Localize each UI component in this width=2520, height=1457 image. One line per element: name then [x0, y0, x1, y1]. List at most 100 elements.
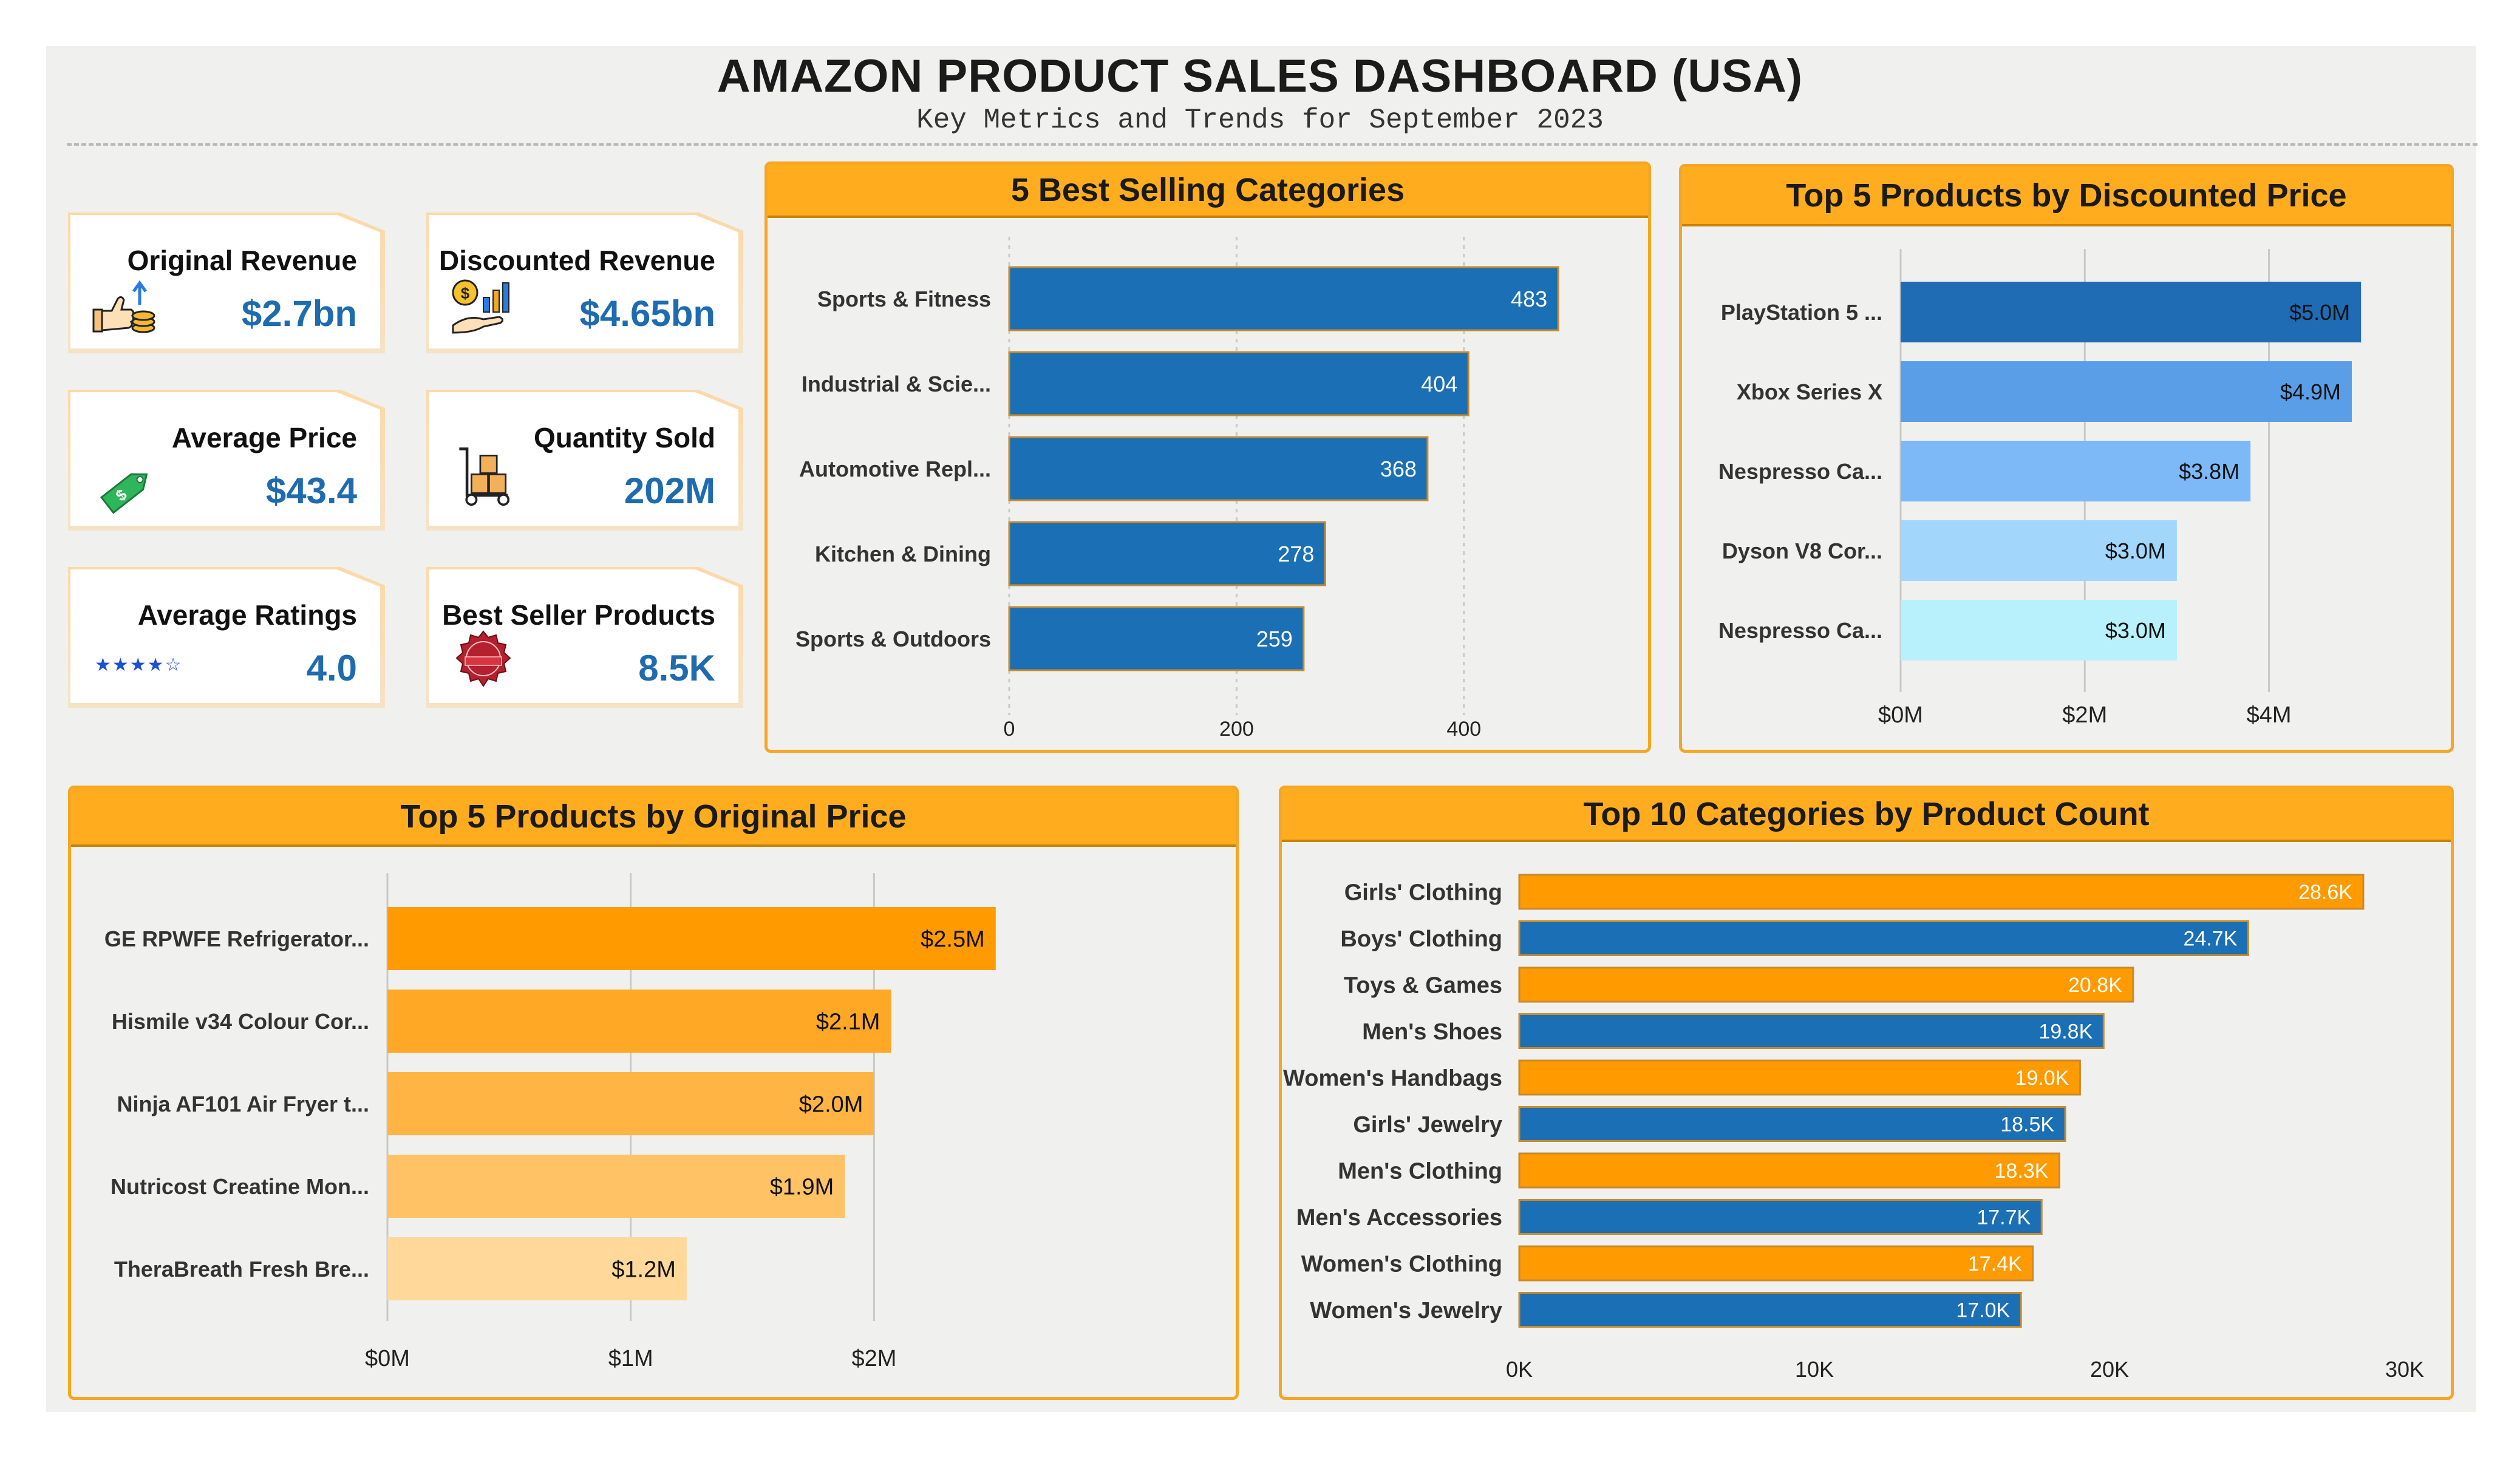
bar — [1008, 351, 1469, 416]
bar — [1008, 436, 1429, 501]
category-label: PlayStation 5 ... — [1721, 300, 1882, 325]
stars-icon: ★★★★☆ — [95, 655, 183, 675]
bar — [1901, 282, 2362, 342]
price-tag-icon: $ — [100, 473, 148, 514]
data-label: 17.4K — [1968, 1252, 2022, 1275]
kpi-value: 202M — [624, 470, 715, 511]
bar — [387, 1155, 845, 1218]
page-title: AMAZON PRODUCT SALES DASHBOARD (USA) — [717, 50, 1803, 102]
bar — [1901, 441, 2251, 501]
category-label: Dyson V8 Cor... — [1722, 538, 1882, 563]
kpi-card-original-revenue: Original Revenue $2.7bn — [70, 215, 380, 348]
kpi-value: $2.7bn — [241, 293, 357, 334]
data-label: $3.0M — [2105, 618, 2166, 643]
bar — [1518, 1106, 2066, 1142]
category-label: TheraBreath Fresh Bre... — [114, 1257, 369, 1282]
category-label: Industrial & Scie... — [802, 372, 991, 396]
category-label: Women's Handbags — [1283, 1066, 1502, 1092]
data-label: 24.7K — [2184, 928, 2238, 951]
category-label: Xbox Series X — [1737, 379, 1882, 404]
category-label: Boys' Clothing — [1340, 926, 1502, 952]
kpi-label: Original Revenue — [127, 245, 357, 276]
category-label: Girls' Jewelry — [1353, 1112, 1502, 1138]
data-label: 19.8K — [2038, 1021, 2093, 1044]
category-label: Men's Shoes — [1362, 1019, 1502, 1045]
data-label: 17.0K — [1956, 1299, 2010, 1322]
category-label: Hismile v34 Colour Cor... — [112, 1009, 369, 1034]
data-label: $2.1M — [816, 1010, 880, 1035]
hand-chart-coin-icon: $ — [452, 279, 509, 334]
data-label: 20.8K — [2068, 974, 2122, 997]
tick-label: 200 — [1219, 718, 1254, 741]
bar — [1901, 361, 2352, 422]
data-label: 483 — [1511, 287, 1547, 311]
bar — [387, 1072, 874, 1135]
kpi-value: 8.5K — [638, 648, 715, 688]
kpi-card-average-price: Average Price $43.4 $ — [70, 392, 380, 526]
kpi-value: 4.0 — [306, 648, 357, 688]
tick-label: $0M — [365, 1346, 410, 1371]
tick-label: 0 — [1004, 718, 1015, 741]
svg-text:$: $ — [461, 284, 470, 302]
tick-label: $0M — [1878, 702, 1923, 728]
bar — [1901, 600, 2177, 661]
chart-title: Top 5 Products by Original Price — [71, 789, 1236, 847]
tick-label: 400 — [1446, 718, 1481, 741]
kpi-value: $43.4 — [265, 470, 357, 511]
category-label: Girls' Clothing — [1344, 880, 1502, 906]
data-label: 18.3K — [1995, 1160, 2049, 1183]
kpi-label: Quantity Sold — [534, 422, 715, 453]
category-label: Women's Clothing — [1301, 1252, 1502, 1277]
tick-label: $1M — [608, 1346, 653, 1371]
tick-label: 20K — [2090, 1357, 2129, 1382]
category-label: Women's Jewelry — [1310, 1298, 1502, 1323]
kpi-label: Average Price — [171, 422, 357, 453]
thumbs-up-coins-icon — [92, 280, 155, 333]
data-label: 17.7K — [1977, 1206, 2031, 1229]
category-label: GE RPWFE Refrigerator... — [104, 926, 369, 951]
data-label: 19.0K — [2015, 1067, 2069, 1090]
category-label: Automotive Repl... — [799, 457, 991, 481]
kpi-value: $4.65bn — [579, 293, 715, 334]
data-label: 28.6K — [2298, 881, 2352, 904]
tick-label: $4M — [2247, 702, 2292, 728]
header-divider — [67, 143, 2477, 146]
tick-label: 30K — [2385, 1357, 2424, 1382]
kpi-label: Average Ratings — [137, 599, 357, 631]
chart-title: Top 5 Products by Discounted Price — [1682, 167, 2451, 226]
category-label: Nutricost Creatine Mon... — [111, 1174, 369, 1199]
bar — [1008, 266, 1559, 331]
bar — [387, 1237, 687, 1300]
bar — [1008, 521, 1326, 586]
chart-title: Top 10 Categories by Product Count — [1282, 789, 2451, 842]
tick-label: 10K — [1795, 1357, 1834, 1382]
data-label: 368 — [1380, 457, 1417, 481]
data-label: 404 — [1421, 372, 1457, 396]
category-label: Kitchen & Dining — [815, 542, 991, 566]
category-label: Nespresso Ca... — [1718, 618, 1882, 643]
data-label: $1.2M — [611, 1257, 676, 1283]
bar — [1901, 520, 2177, 581]
tick-label: 0K — [1506, 1357, 1533, 1382]
data-label: 18.5K — [2000, 1113, 2054, 1136]
category-label: Ninja AF101 Air Fryer t... — [117, 1092, 369, 1116]
data-label: $3.0M — [2105, 538, 2166, 563]
bar — [1518, 1292, 2022, 1328]
kpi-card-best-seller-products: Best Seller Products 8.5K — [429, 569, 738, 703]
bar — [1518, 1152, 2060, 1189]
category-label: Men's Accessories — [1296, 1205, 1502, 1231]
data-label: $3.8M — [2179, 459, 2239, 484]
data-label: $4.9M — [2280, 379, 2341, 404]
data-label: $1.9M — [770, 1175, 834, 1200]
kpi-card-discounted-revenue: Discounted Revenue $4.65bn $ — [429, 215, 738, 348]
page-subtitle: Key Metrics and Trends for September 202… — [916, 104, 1604, 136]
tick-label: $2M — [851, 1346, 896, 1371]
best-seller-badge-icon — [455, 630, 511, 687]
category-label: Men's Clothing — [1338, 1159, 1502, 1184]
bar — [387, 907, 996, 970]
data-label: $2.0M — [799, 1092, 863, 1118]
bar — [1518, 1013, 2105, 1049]
data-label: $2.5M — [921, 927, 985, 953]
